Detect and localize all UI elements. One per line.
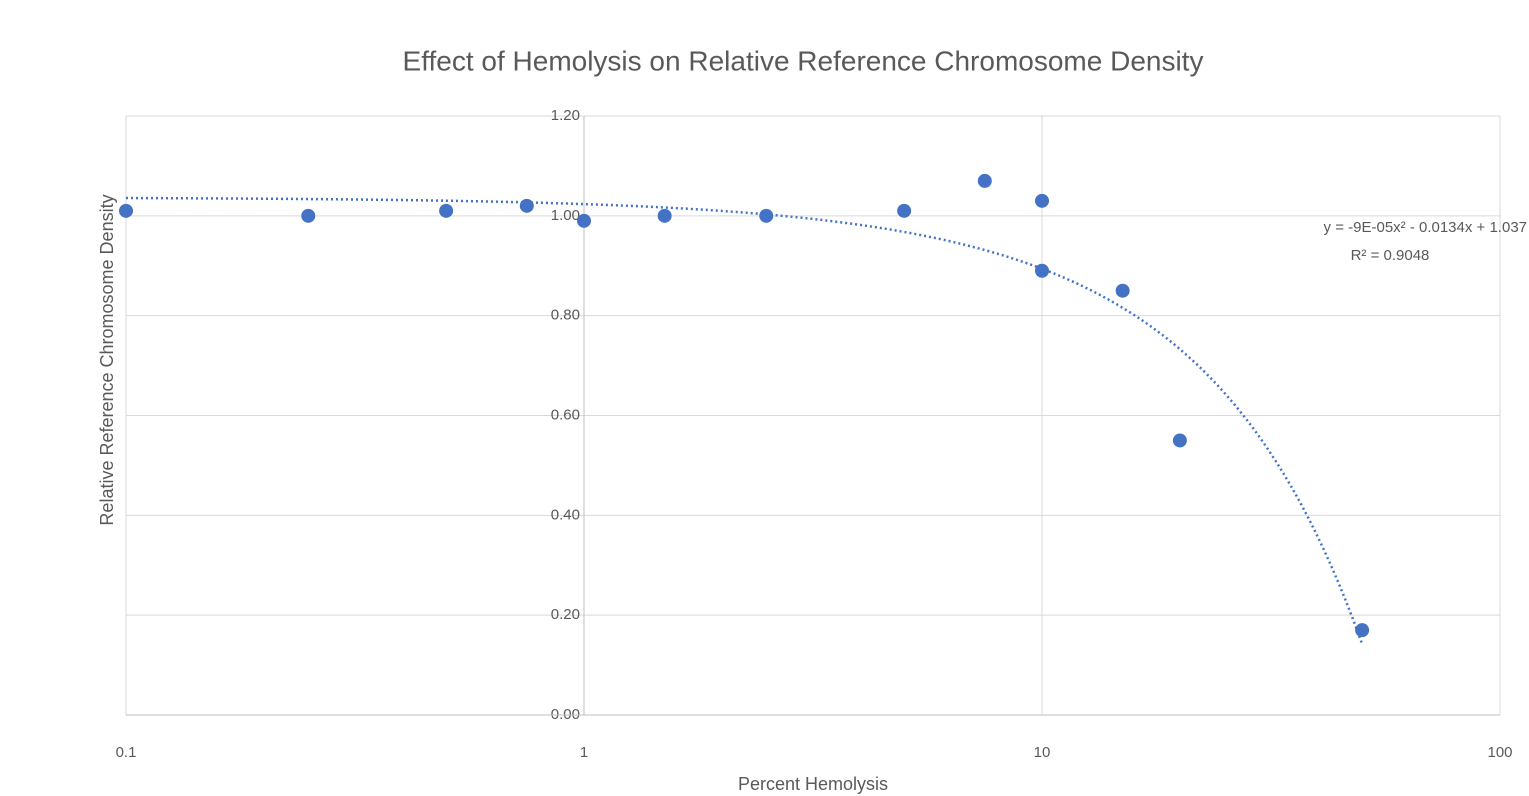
marks bbox=[119, 173, 1370, 645]
data-point bbox=[1035, 263, 1049, 278]
data-point bbox=[759, 208, 774, 223]
x-tick-label: 10 bbox=[1034, 744, 1051, 761]
x-tick-label: 0.1 bbox=[116, 744, 137, 761]
y-tick-label: 0.20 bbox=[551, 606, 580, 623]
data-point bbox=[897, 203, 912, 218]
data-point bbox=[977, 173, 992, 188]
data-point bbox=[657, 208, 672, 223]
y-tick-label: 0.80 bbox=[551, 307, 580, 324]
x-axis-title: Percent Hemolysis bbox=[738, 774, 888, 794]
trendline-r-squared: R² = 0.9048 bbox=[1351, 247, 1430, 264]
data-point bbox=[1115, 283, 1130, 298]
y-tick-label: 0.00 bbox=[551, 706, 580, 723]
data-point bbox=[1355, 623, 1370, 638]
data-point bbox=[301, 208, 316, 223]
y-tick-label: 1.00 bbox=[551, 207, 580, 224]
y-tick-label: 1.20 bbox=[551, 107, 580, 124]
data-point bbox=[1035, 193, 1049, 208]
trendline-equation: y = -9E-05x² - 0.0134x + 1.037 bbox=[1324, 219, 1527, 236]
y-axis-title: Relative Reference Chromosome Density bbox=[97, 194, 117, 525]
y-tick-label: 0.40 bbox=[551, 506, 580, 523]
trendline bbox=[125, 196, 1364, 645]
chart-title: Effect of Hemolysis on Relative Referenc… bbox=[403, 45, 1204, 76]
data-point bbox=[1172, 433, 1187, 448]
y-tick-label: 0.60 bbox=[551, 406, 580, 423]
data-point bbox=[439, 203, 454, 218]
data-point bbox=[519, 198, 534, 213]
x-tick-label: 1 bbox=[580, 744, 588, 761]
x-tick-label: 100 bbox=[1487, 744, 1512, 761]
data-point bbox=[577, 213, 591, 228]
data-point bbox=[119, 203, 133, 218]
grid: 0.1 1 10 100 0.00 0.20 0.40 0.60 0.80 1.00 1.20 bbox=[116, 107, 1513, 761]
